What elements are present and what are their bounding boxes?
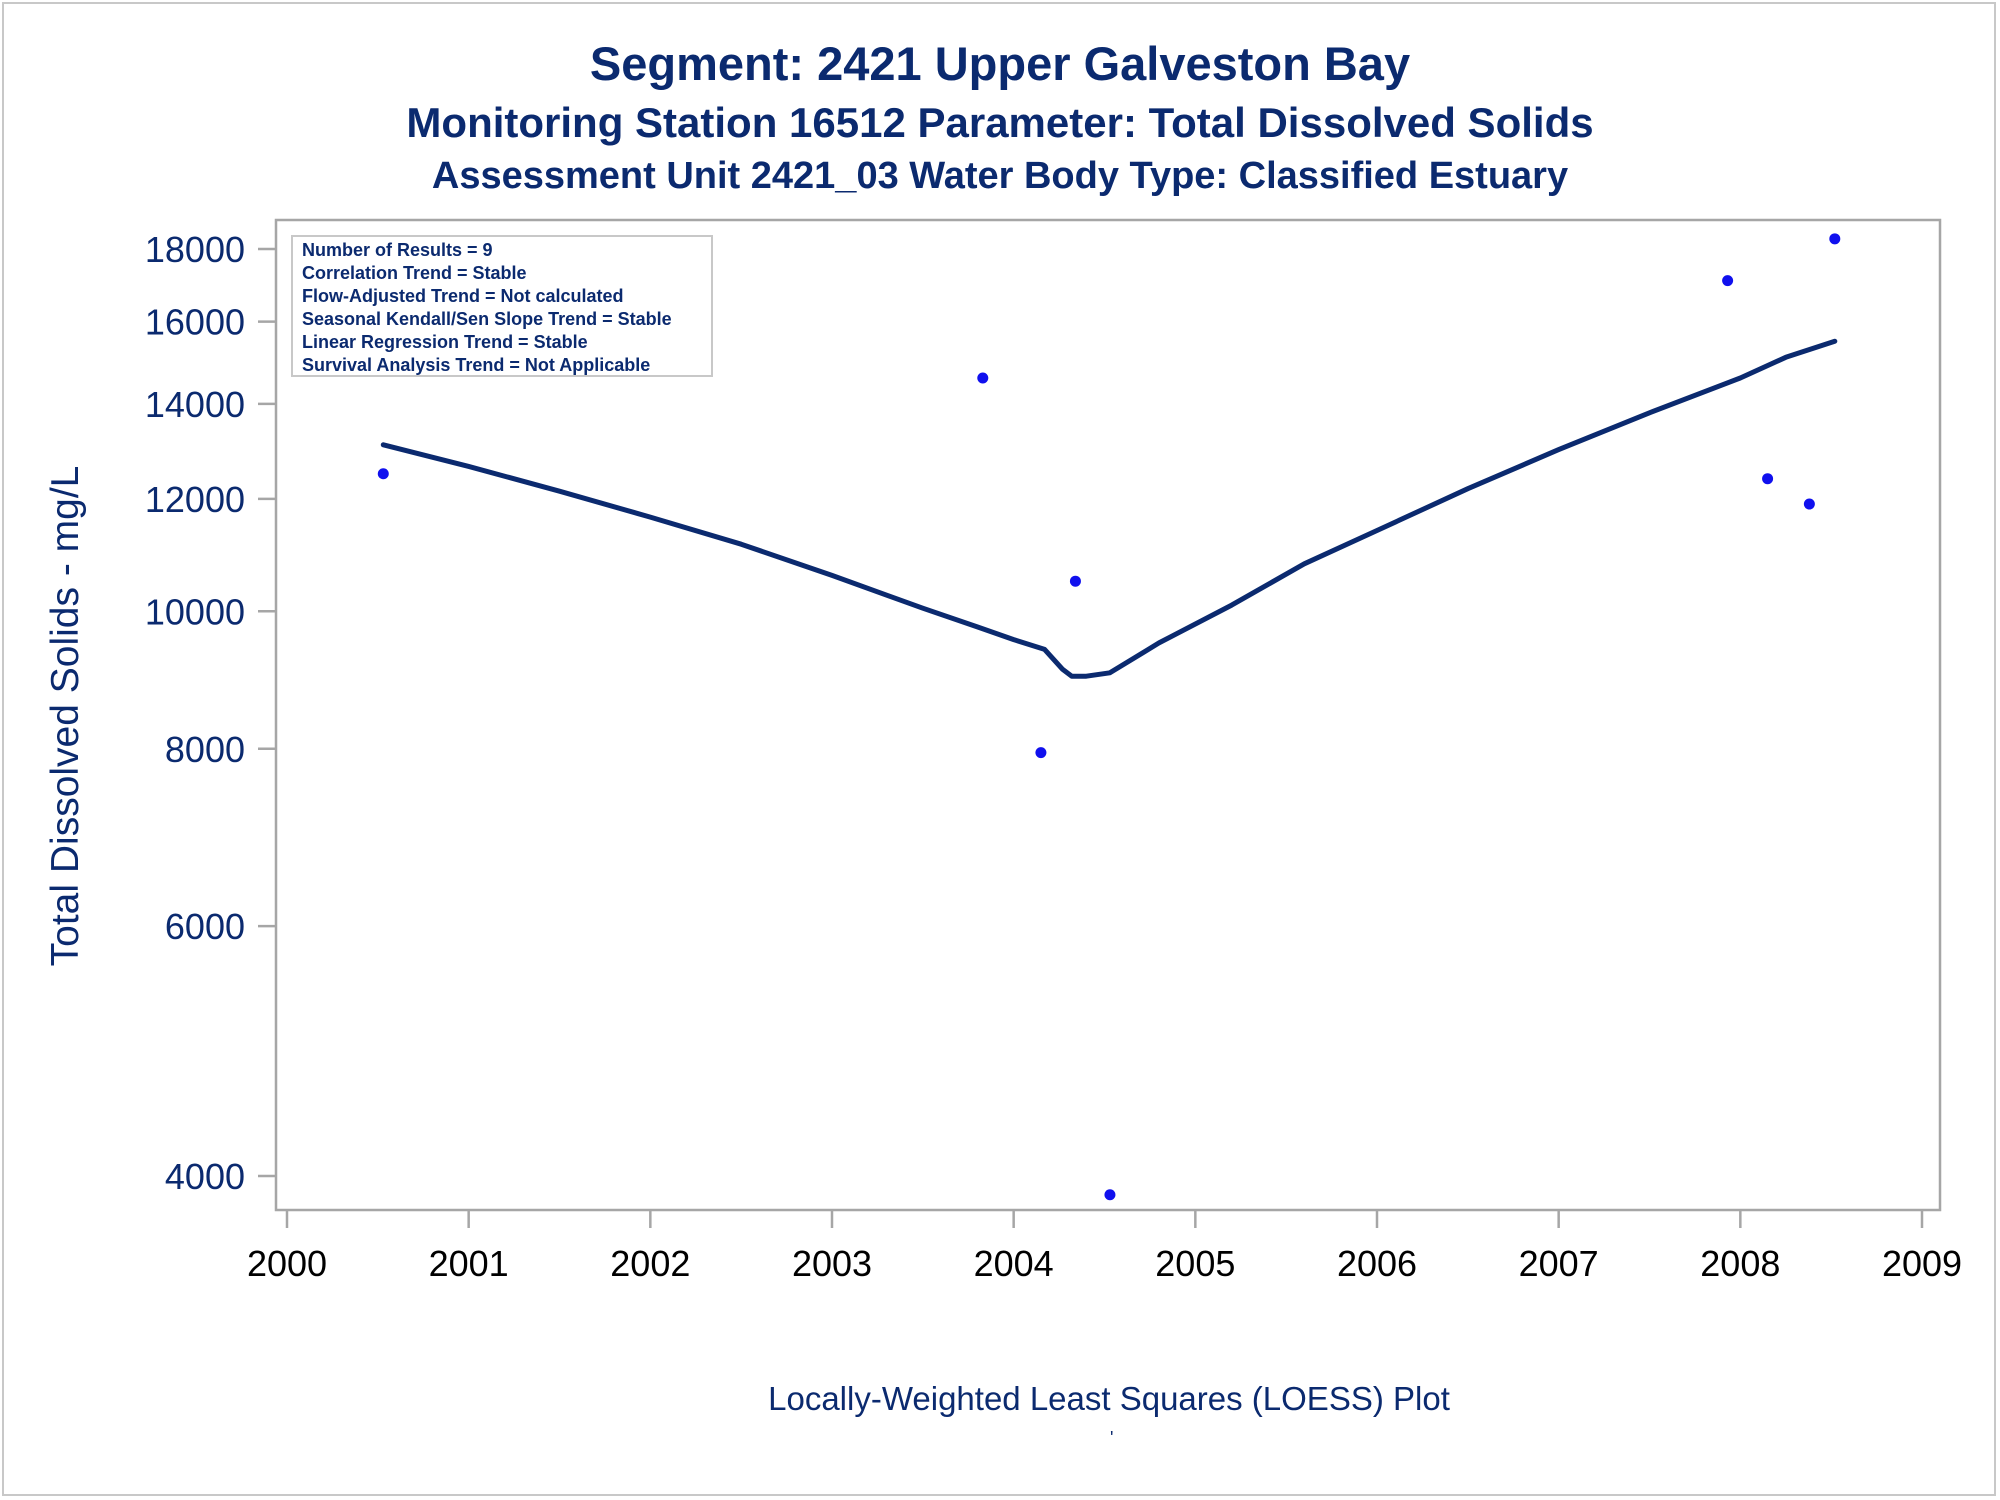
footnote-mark: '	[1110, 1428, 1114, 1448]
y-tick-label: 16000	[145, 302, 245, 343]
stats-line: Seasonal Kendall/Sen Slope Trend = Stabl…	[302, 309, 672, 329]
y-tick-label: 8000	[165, 729, 245, 770]
data-point	[1035, 747, 1047, 759]
stats-line: Correlation Trend = Stable	[302, 263, 527, 283]
x-tick-label: 2006	[1337, 1243, 1417, 1284]
x-tick-label: 2000	[247, 1243, 327, 1284]
data-point	[1069, 575, 1081, 587]
x-tick-label: 2002	[610, 1243, 690, 1284]
chart-footnote: Locally-Weighted Least Squares (LOESS) P…	[768, 1380, 1450, 1417]
data-point	[1762, 473, 1774, 485]
x-tick-label: 2008	[1700, 1243, 1780, 1284]
data-point	[977, 372, 989, 384]
chart-title: Segment: 2421 Upper Galveston Bay	[589, 37, 1411, 90]
y-tick-label: 6000	[165, 906, 245, 947]
y-tick-label: 10000	[145, 591, 245, 632]
chart-subtitle-2: Assessment Unit 2421_03 Water Body Type:…	[431, 155, 1569, 197]
x-tick-label: 2007	[1519, 1243, 1599, 1284]
x-tick-label: 2005	[1155, 1243, 1235, 1284]
data-point	[1722, 275, 1734, 287]
stats-line: Number of Results = 9	[302, 240, 493, 260]
y-axis: 4000 6000 8000 10000 12000 14000 16000 18000	[145, 229, 276, 1197]
x-tick-label: 2004	[974, 1243, 1054, 1284]
stats-box: Number of Results = 9 Correlation Trend =…	[291, 235, 713, 377]
y-tick-label: 14000	[145, 384, 245, 425]
plot-area	[274, 218, 1942, 1212]
stats-line: Flow-Adjusted Trend = Not calculated	[302, 286, 624, 306]
y-tick-label: 4000	[165, 1156, 245, 1197]
data-point	[1803, 498, 1815, 510]
chart-subtitle: Monitoring Station 16512 Parameter: Tota…	[406, 99, 1594, 146]
x-tick-label: 2003	[792, 1243, 872, 1284]
x-tick-label: 2009	[1882, 1243, 1962, 1284]
stats-line: Survival Analysis Trend = Not Applicable	[302, 355, 650, 375]
x-axis: 2000 2001 2002 2003 2004 2005 2006 2007 2008 2009	[247, 1210, 1962, 1284]
data-points	[377, 233, 1841, 1201]
data-point	[1829, 233, 1841, 245]
y-axis-label: Total Dissolved Solids - mg/L	[44, 466, 87, 967]
x-tick-label: 2001	[429, 1243, 509, 1284]
data-point	[377, 468, 389, 480]
y-tick-label: 18000	[145, 229, 245, 270]
loess-curve	[380, 338, 1838, 679]
data-point	[1104, 1189, 1116, 1201]
stats-line: Linear Regression Trend = Stable	[302, 332, 588, 352]
y-tick-label: 12000	[145, 479, 245, 520]
